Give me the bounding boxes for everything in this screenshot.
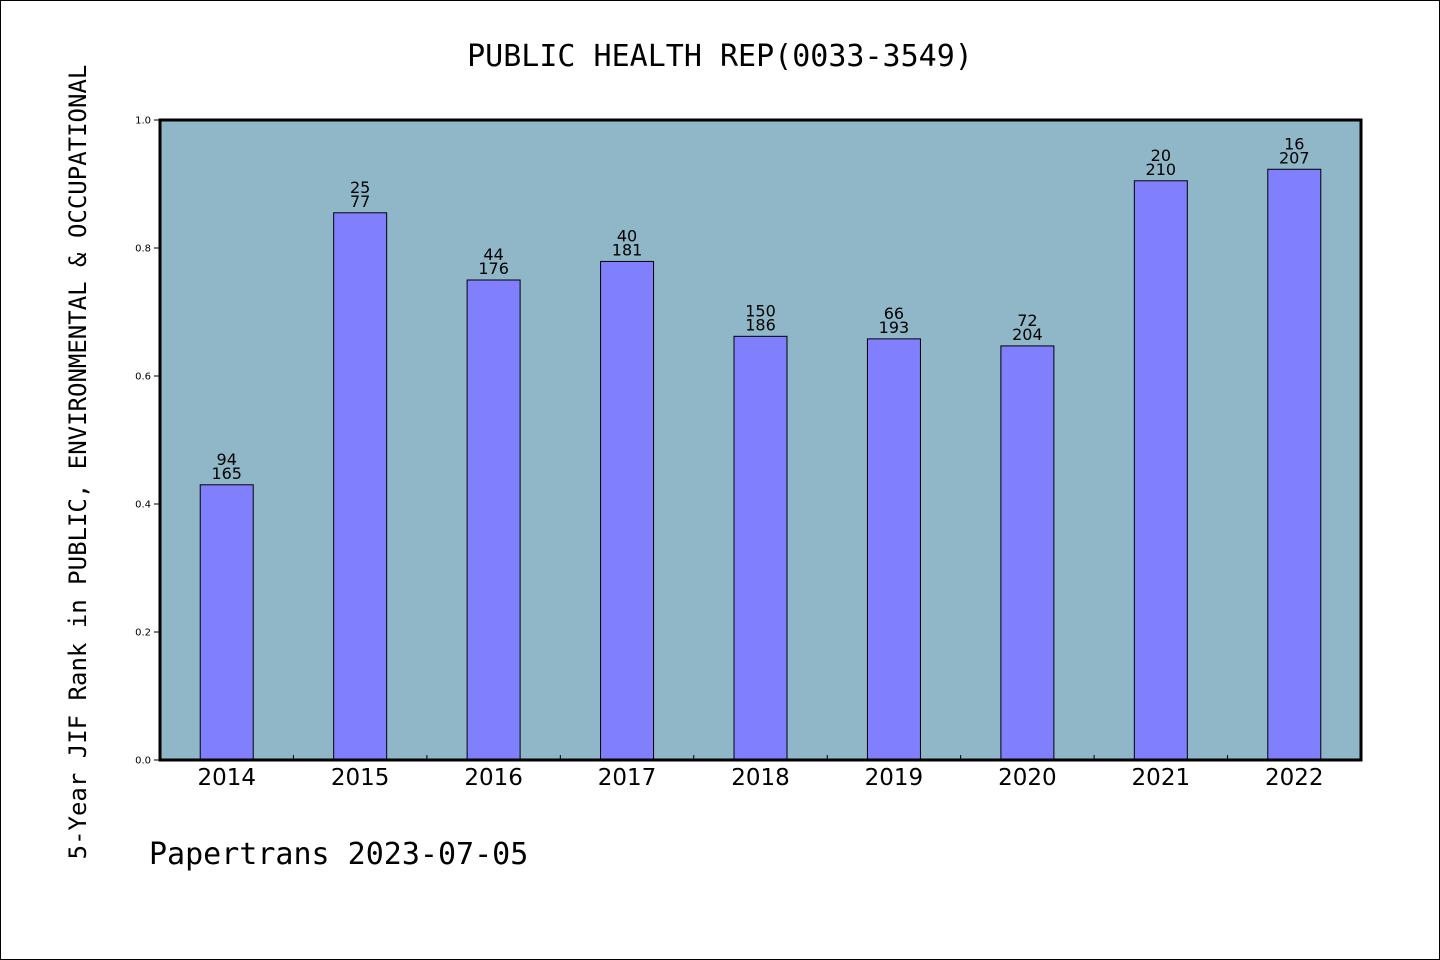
bar-total-label: 207 (1279, 148, 1310, 167)
bar-total-label: 176 (478, 259, 509, 278)
x-tick-label: 2015 (331, 765, 390, 791)
bar-total-label: 186 (745, 315, 776, 334)
x-tick-label: 2020 (998, 765, 1057, 791)
x-tick-label: 2022 (1265, 765, 1324, 791)
bar (1133, 180, 1188, 761)
bar-total-label: 193 (879, 318, 910, 337)
bar-rank-label: 16 (1284, 134, 1304, 153)
y-tick-label: 0.2 (135, 628, 151, 639)
y-tick-label: 1.0 (135, 116, 151, 127)
bar (1000, 345, 1055, 761)
bar-rank-label: 72 (1017, 311, 1037, 330)
bar (866, 338, 921, 761)
bar (466, 279, 521, 761)
bar (333, 212, 388, 761)
bar-total-label: 77 (350, 192, 370, 211)
bar-rank-label: 44 (483, 245, 503, 264)
bar-rank-label: 20 (1151, 146, 1171, 165)
bar-rank-label: 150 (745, 301, 776, 320)
bar-total-label: 210 (1146, 160, 1177, 179)
x-tick-label: 2019 (865, 765, 924, 791)
bar-rank-label: 40 (617, 226, 637, 245)
bar-rank-label: 94 (217, 450, 237, 469)
x-tick-label: 2016 (464, 765, 523, 791)
y-axis-label: 5-Year JIF Rank in PUBLIC, ENVIRONMENTAL… (64, 65, 92, 860)
bar-total-label: 204 (1012, 325, 1043, 344)
y-tick-label: 0.6 (135, 372, 151, 383)
plot-border (158, 118, 1363, 762)
bar (600, 260, 655, 761)
bar (733, 335, 788, 761)
y-tick-label: 0.8 (135, 244, 151, 255)
bar-total-label: 181 (612, 240, 643, 259)
x-tick-label: 2014 (197, 765, 256, 791)
x-tick-label: 2017 (598, 765, 657, 791)
bar (199, 484, 254, 761)
y-tick-label: 0.4 (135, 500, 151, 511)
footer-text: Papertrans 2023-07-05 (149, 837, 528, 872)
chart-title: PUBLIC HEALTH REP(0033-3549) (467, 39, 973, 74)
bar-rank-label: 66 (884, 304, 904, 323)
bar (1267, 168, 1322, 761)
bar-total-label: 165 (211, 464, 242, 483)
bar-rank-label: 25 (350, 178, 370, 197)
x-tick-label: 2018 (731, 765, 790, 791)
x-tick-label: 2021 (1132, 765, 1191, 791)
y-tick-label: 0.0 (135, 756, 151, 767)
